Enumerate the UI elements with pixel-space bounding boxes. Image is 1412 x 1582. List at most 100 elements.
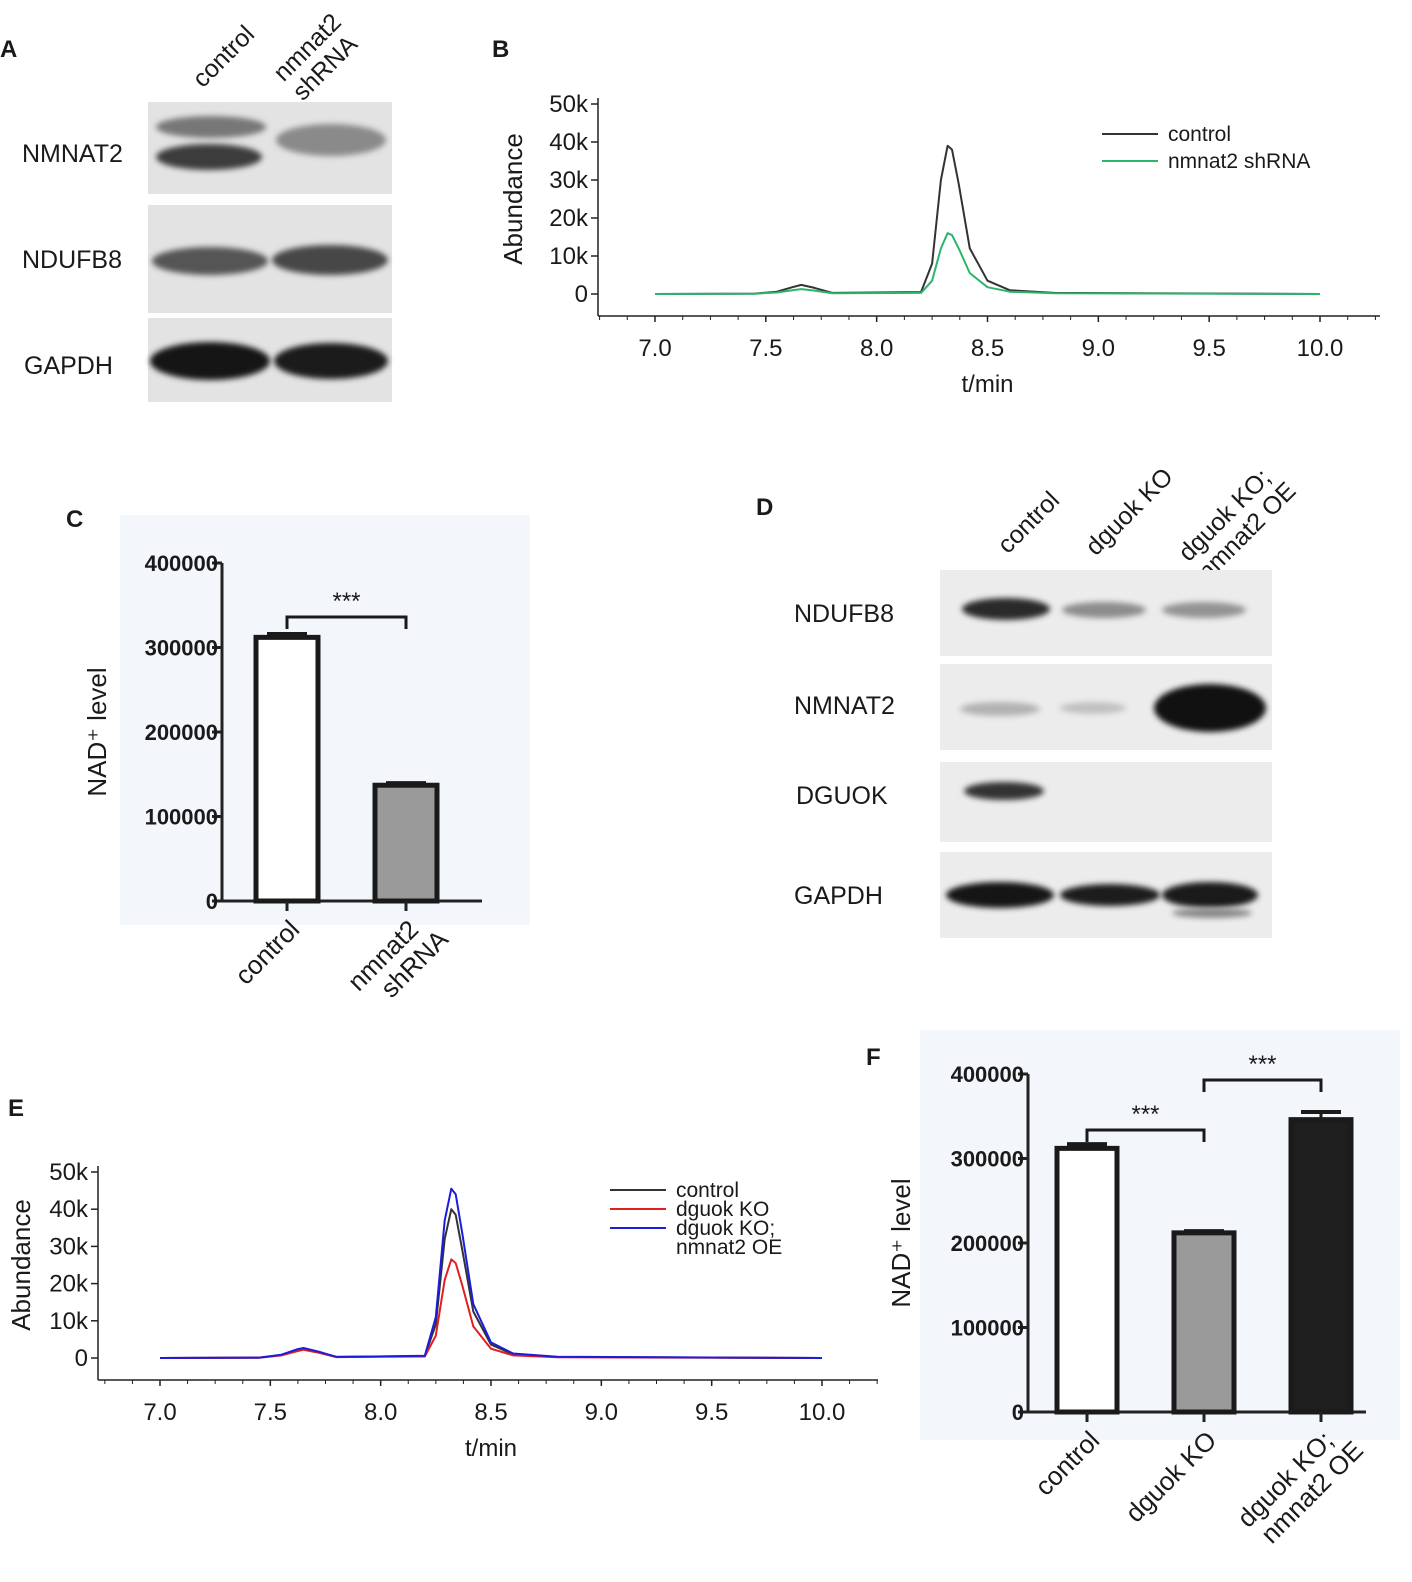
- blot-band: [150, 342, 270, 380]
- series-line: [654, 144, 1321, 295]
- blot-band: [1172, 908, 1252, 918]
- x-tick-label: 9.5: [1192, 335, 1225, 362]
- panel-letter-d: D: [756, 494, 774, 521]
- x-tick-label: control: [229, 914, 305, 990]
- blot-band: [1060, 884, 1160, 906]
- legend-label: nmnat2 shRNA: [1168, 150, 1310, 173]
- panel-letter-b: B: [492, 36, 510, 63]
- y-tick-label: 200000: [145, 720, 218, 745]
- x-tick-label: 7.5: [749, 335, 782, 362]
- y-tick-label: 40k: [549, 129, 589, 156]
- significance-bracket: [1202, 1078, 1323, 1092]
- significance-bracket: [285, 615, 408, 629]
- panel-a: A control nmnat2 shRNA NMNAT2 NDUFB8 GAPD…: [0, 0, 430, 420]
- legend-label: dguok KO;: [676, 1217, 775, 1240]
- x-tick-label: 7.0: [143, 1399, 176, 1426]
- bar: [253, 634, 321, 904]
- y-tick-label: 30k: [49, 1233, 89, 1260]
- significance-bracket: [1085, 1128, 1206, 1142]
- y-tick-label: 20k: [49, 1271, 89, 1298]
- bar: [1171, 1230, 1237, 1415]
- y-tick-label: 200000: [951, 1231, 1024, 1256]
- blot-band: [1154, 684, 1266, 732]
- blot-row-label: GAPDH: [24, 352, 113, 380]
- blot-row-label: NDUFB8: [794, 600, 895, 628]
- panel-letter-f: F: [866, 1044, 881, 1071]
- y-axis-label: Abundance: [498, 133, 528, 265]
- blot-band: [276, 124, 386, 156]
- lane-label-nmnat2-shrna: nmnat2 shRNA: [268, 8, 363, 106]
- blot-strip-ndufb8: [148, 205, 392, 313]
- blot-strip-gapdh: [148, 318, 392, 402]
- x-tick-label: 10.0: [1297, 335, 1344, 362]
- y-tick-label: 10k: [49, 1308, 89, 1335]
- x-axis-label: t/min: [961, 371, 1013, 398]
- y-axis-label: NAD⁺ level: [886, 1178, 916, 1307]
- x-axis-label: t/min: [465, 1435, 517, 1462]
- x-tick-label: 9.0: [585, 1399, 618, 1426]
- blot-band: [272, 245, 388, 275]
- legend-label: dguok KO: [676, 1198, 769, 1221]
- y-tick-label: 10k: [549, 243, 589, 270]
- chromatogram-b: 0 10k 20k 30k 40k 50k 7.0 7.5 8.0 8.5 9.0 9.5 10.0 t/…: [498, 91, 1380, 398]
- blot-band: [962, 598, 1050, 620]
- blot-strip-nmnat2: [940, 664, 1272, 750]
- y-tick-label: 0: [75, 1345, 88, 1372]
- y-tick-label: 20k: [549, 205, 589, 232]
- series-line: [654, 232, 1321, 295]
- y-axis-label: Abundance: [6, 1199, 36, 1331]
- blot-band: [156, 116, 266, 138]
- blot-row-label: NMNAT2: [22, 140, 123, 168]
- blot-band: [156, 144, 262, 170]
- panel-letter-c: C: [66, 506, 84, 533]
- blot-row-label: NDUFB8: [22, 246, 123, 274]
- blot-row-label: DGUOK: [796, 782, 888, 810]
- significance-label: ***: [1131, 1101, 1159, 1128]
- blot-strip-dguok: [940, 762, 1272, 842]
- y-tick-label: 50k: [549, 91, 589, 118]
- y-tick-label: 300000: [145, 636, 218, 661]
- bar: [372, 782, 440, 904]
- legend-label: control: [676, 1179, 739, 1202]
- blot-band: [274, 343, 388, 379]
- blot-band: [1062, 602, 1146, 618]
- blot-band: [964, 782, 1044, 800]
- lane-label-dguok-ko-nmnat2-oe: dguok KO; nmnat2 OE: [1173, 463, 1302, 586]
- y-tick-label: 300000: [951, 1147, 1024, 1172]
- bar-chart-c: 0 100000 200000 300000 400000 NAD⁺ level contr…: [82, 515, 530, 1003]
- blot-row-label: GAPDH: [794, 882, 883, 910]
- panel-letter-e: E: [8, 1095, 25, 1122]
- blot-band: [960, 702, 1040, 716]
- legend-label: control: [1168, 123, 1231, 146]
- x-tick-label: 8.5: [474, 1399, 507, 1426]
- blot-band: [1060, 702, 1126, 714]
- lane-label-dguok-ko: dguok KO: [1080, 462, 1179, 561]
- lane-label-control: control: [992, 486, 1066, 559]
- x-tick-label: 7.0: [638, 335, 671, 362]
- chromatogram-e: 0 10k 20k 30k 40k 50k 7.0 7.5 8.0 8.5 9.0 9.5 10.0 t/…: [6, 1159, 878, 1462]
- y-tick-label: 400000: [145, 551, 218, 576]
- blot-row-label: NMNAT2: [794, 692, 895, 720]
- blot-strip-nmnat2: [148, 102, 392, 194]
- series-line: [159, 1258, 823, 1359]
- y-axis-label: NAD⁺ level: [82, 667, 112, 796]
- blot-strip-ndufb8: [940, 570, 1272, 656]
- series-line: [159, 1187, 823, 1359]
- lane-label-control: control: [187, 20, 261, 93]
- significance-label: ***: [332, 588, 360, 615]
- blot-band: [946, 882, 1054, 908]
- y-tick-label: 100000: [145, 805, 218, 830]
- x-tick-label: 9.0: [1082, 335, 1115, 362]
- y-tick-label: 0: [1012, 1400, 1024, 1425]
- panel-letter-a: A: [0, 36, 18, 63]
- x-tick-label: 8.0: [860, 335, 893, 362]
- y-tick-label: 100000: [951, 1316, 1024, 1341]
- panel-d: D control dguok KO dguok KO; nmnat2 OE ND…: [756, 440, 1302, 950]
- blot-strip-gapdh: [940, 852, 1272, 938]
- y-tick-label: 30k: [549, 167, 589, 194]
- x-tick-label: 9.5: [695, 1399, 728, 1426]
- bar: [1054, 1145, 1120, 1415]
- x-tick-label: 7.5: [254, 1399, 287, 1426]
- y-tick-label: 0: [206, 889, 218, 914]
